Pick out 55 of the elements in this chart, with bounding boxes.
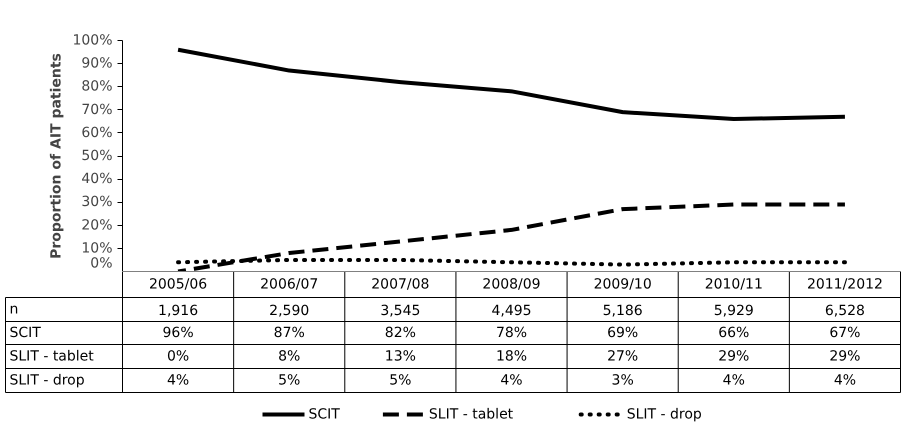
text: 4,495 [491, 303, 532, 319]
legend-label: SLIT - drop [626, 406, 702, 422]
data-label: 67% [829, 325, 860, 341]
text: 5,186 [602, 303, 643, 319]
y-tick-label: 0% [90, 256, 113, 272]
x-tick-label: 2007/08 [371, 276, 430, 292]
data-label: 4% [166, 372, 190, 388]
y-tick-label: 30% [81, 194, 113, 210]
y-tick-label: 90% [81, 56, 113, 72]
data-label: 18% [496, 348, 528, 364]
text: 5,929 [714, 303, 754, 319]
data-label: 82% [384, 325, 416, 341]
data-label: 78% [496, 325, 528, 341]
data-label: 4% [500, 372, 523, 388]
data-label: 29% [718, 348, 750, 364]
data-label: 5% [278, 372, 300, 388]
data-label: 5% [389, 372, 412, 388]
y-tick-label: 70% [81, 102, 113, 118]
legend-label: SLIT - tablet [428, 406, 514, 422]
y-tick-label: 10% [81, 240, 113, 256]
text: SCIT [10, 325, 41, 341]
x-tick-label: 2010/11 [704, 276, 763, 292]
y-tick-label: 80% [81, 78, 113, 95]
data-label: 87% [274, 325, 305, 341]
data-label: 29% [829, 348, 860, 364]
text: SLIT - tablet [10, 348, 94, 364]
data-label: 96% [162, 325, 194, 341]
x-tick-label: 2009/10 [594, 276, 652, 292]
data-label: 8% [278, 348, 300, 364]
data-label: 27% [607, 348, 638, 364]
y-axis-title: Proportion of AIT patients [48, 53, 64, 259]
data-label: 0% [166, 348, 190, 364]
text: 2,590 [269, 303, 310, 319]
y-tick-label: 100% [72, 32, 113, 48]
x-tick-label: 2005/06 [148, 276, 208, 292]
x-tick-label: 2006/07 [260, 276, 318, 292]
data-label: 4% [722, 372, 745, 388]
text: 1,916 [158, 303, 198, 319]
x-tick-label: 2011/2012 [806, 276, 883, 292]
text: 3,545 [380, 303, 420, 319]
data-label: 4% [834, 372, 856, 388]
data-label: 66% [718, 325, 750, 341]
text: SLIT - drop [10, 372, 85, 388]
data-label: 3% [612, 372, 634, 388]
data-label: 69% [607, 325, 638, 341]
y-tick-label: 50% [81, 148, 113, 164]
legend-label: SCIT [308, 406, 340, 422]
x-tick-label: 2008/09 [482, 276, 541, 292]
y-tick-label: 60% [81, 124, 113, 141]
text: 6,528 [824, 303, 865, 319]
line-series [176, 48, 847, 122]
data-label: 13% [384, 348, 416, 364]
text: n [10, 302, 18, 318]
y-tick-label: 40% [81, 171, 113, 188]
y-tick-label: 20% [81, 217, 113, 234]
